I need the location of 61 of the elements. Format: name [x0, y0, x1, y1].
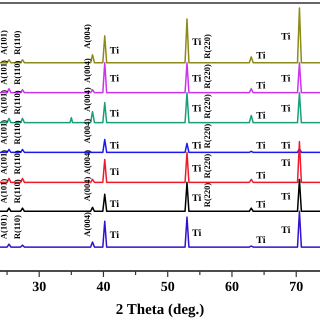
annotation: R(110) — [12, 30, 22, 55]
annotation: Ti — [281, 104, 291, 115]
annotation: A(101) — [0, 214, 8, 240]
annotation: R(220) — [202, 64, 212, 89]
annotation: Ti — [281, 191, 291, 202]
annotation: A(004) — [82, 87, 92, 112]
annotation: A(101) — [0, 30, 8, 55]
annotation: Ti — [110, 74, 120, 85]
annotation: A(101) — [0, 178, 8, 204]
annotation: R(110) — [12, 214, 22, 240]
annotation: Ti — [281, 31, 291, 42]
x-tick-label: 50 — [160, 280, 175, 295]
annotation: Ti — [192, 228, 202, 240]
annotation: Ti — [110, 45, 120, 56]
annotation: R(220) — [202, 34, 212, 59]
annotation: Ti — [256, 80, 266, 92]
annotation: Ti — [256, 235, 266, 246]
annotation: Ti — [256, 199, 266, 210]
annotation: R(220) — [202, 154, 212, 178]
annotation: Ti — [110, 230, 120, 242]
annotation: Ti — [192, 104, 202, 115]
annotation: A(101) — [0, 60, 8, 85]
annotation: Ti — [281, 158, 291, 169]
x-tick-label: 60 — [224, 280, 239, 295]
annotation: Ti — [192, 192, 202, 204]
annotation: R(110) — [12, 179, 22, 204]
annotation: Ti — [281, 74, 291, 85]
annotation: R(220) — [202, 94, 212, 119]
annotation: Ti — [256, 50, 266, 62]
annotation: Ti — [110, 140, 120, 152]
annotation: Ti — [110, 108, 120, 120]
annotation: R(110) — [12, 120, 22, 144]
annotation: A(101) — [0, 120, 8, 144]
x-tick-label: 40 — [96, 280, 110, 295]
annotation: R(220) — [202, 124, 212, 148]
annotation: Ti — [110, 198, 120, 210]
annotation: Ti — [256, 170, 266, 182]
annotation: Ti — [281, 225, 291, 236]
annotation: A(004) — [82, 118, 92, 144]
annotation: R(110) — [12, 90, 22, 114]
annotation: A(004) — [82, 58, 92, 83]
annotation: A(004) — [82, 150, 92, 174]
x-tick-label: 70 — [289, 280, 304, 295]
annotation: R(110) — [12, 150, 22, 174]
x-tick-label: 30 — [32, 280, 46, 295]
annotation: A(004) — [82, 212, 92, 237]
annotation: Ti — [281, 140, 291, 152]
annotation: Ti — [256, 110, 266, 122]
annotation: A(004) — [82, 176, 92, 202]
x-axis-title: 2 Theta (deg.) — [116, 302, 204, 318]
annotation: Ti — [192, 36, 202, 48]
annotation: Ti — [256, 140, 266, 152]
annotation: A(101) — [0, 90, 8, 114]
annotation: Ti — [192, 163, 202, 174]
annotation: R(110) — [12, 60, 22, 85]
annotation: A(101) — [0, 150, 8, 174]
annotation: Ti — [192, 74, 202, 85]
annotation: A(004) — [82, 24, 92, 49]
annotation: Ti — [192, 140, 202, 152]
annotation: R(220) — [202, 182, 212, 208]
annotation: Ti — [110, 166, 120, 178]
